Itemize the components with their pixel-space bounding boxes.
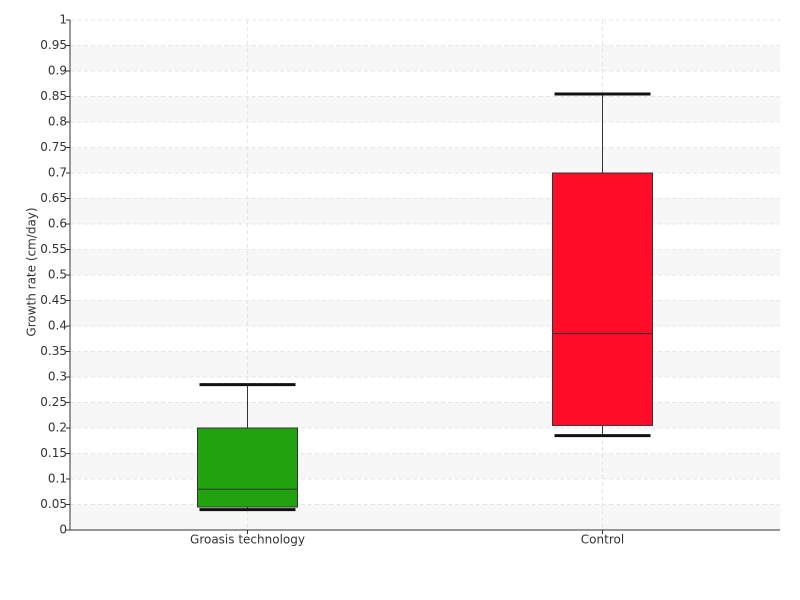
y-axis-label: Growth rate (cm/day) bbox=[25, 207, 39, 336]
x-tick-label: Control bbox=[581, 533, 624, 547]
y-tick-label: 0.8 bbox=[48, 115, 67, 129]
y-tick-label: 0.3 bbox=[48, 370, 67, 384]
grid-band bbox=[70, 504, 780, 530]
y-tick-label: 0.05 bbox=[40, 497, 67, 511]
grid-band bbox=[70, 147, 780, 173]
y-tick-label: 0.4 bbox=[48, 319, 67, 333]
y-tick-label: 0.45 bbox=[40, 293, 67, 307]
grid-band bbox=[70, 453, 780, 479]
grid-band bbox=[70, 198, 780, 224]
grid-band bbox=[70, 402, 780, 428]
grid-band bbox=[70, 45, 780, 71]
grid-band bbox=[70, 96, 780, 122]
y-tick-label: 0.35 bbox=[40, 344, 67, 358]
y-tick-label: 0.1 bbox=[48, 472, 67, 486]
y-tick-label: 0 bbox=[59, 523, 67, 537]
y-tick-label: 0.15 bbox=[40, 446, 67, 460]
y-tick-label: 0.2 bbox=[48, 421, 67, 435]
y-tick-label: 0.6 bbox=[48, 217, 67, 231]
y-tick-label: 0.9 bbox=[48, 64, 67, 78]
grid-band bbox=[70, 249, 780, 275]
box bbox=[552, 172, 653, 426]
y-tick-label: 0.95 bbox=[40, 38, 67, 52]
y-tick-label: 0.5 bbox=[48, 268, 67, 282]
box bbox=[197, 427, 298, 508]
x-tick-label: Groasis technology bbox=[190, 533, 305, 547]
y-tick-label: 0.25 bbox=[40, 395, 67, 409]
grid-band bbox=[70, 300, 780, 326]
y-tick-label: 0.7 bbox=[48, 166, 67, 180]
y-tick-label: 0.55 bbox=[40, 242, 67, 256]
grid-band bbox=[70, 351, 780, 377]
y-tick-label: 0.85 bbox=[40, 89, 67, 103]
y-tick-label: 0.75 bbox=[40, 140, 67, 154]
y-tick-label: 1 bbox=[59, 13, 67, 27]
y-tick-label: 0.65 bbox=[40, 191, 67, 205]
